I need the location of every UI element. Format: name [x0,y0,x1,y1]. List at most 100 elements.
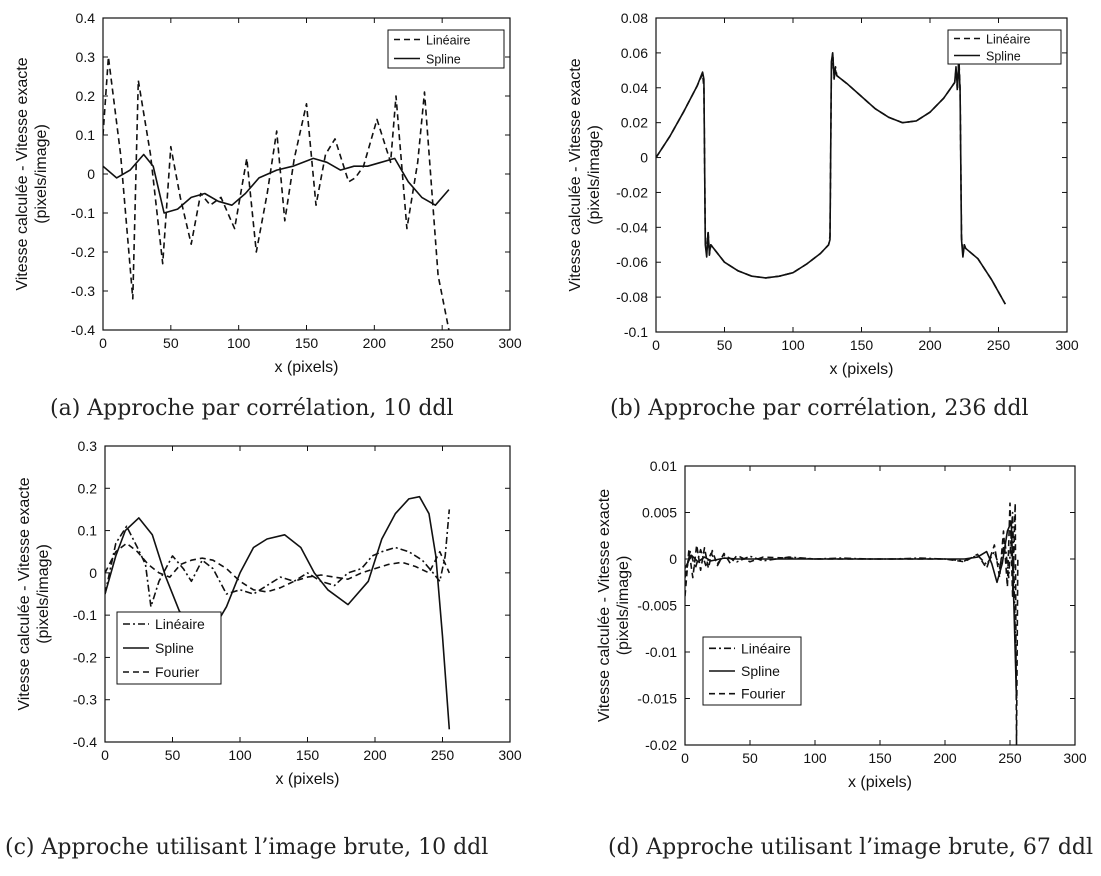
x-tick-label: 50 [165,747,181,763]
y-tick-label: -0.4 [73,734,97,750]
y-tick-label: -0.3 [73,692,97,708]
legend-box [947,29,1062,65]
y-axis-label-line1: Vitesse calculée - Vitesse exacte [596,489,613,722]
x-tick-label: 200 [933,750,957,766]
y-axis-label-line1: Vitesse calculée - Vitesse exacte [16,477,33,710]
y-axis-label-line2: (pixels/image) [586,125,603,225]
y-tick-label: -0.3 [71,283,95,299]
plot-frame [655,17,1068,333]
x-tick-label: 100 [228,747,252,763]
y-tick-label: 0.01 [650,458,677,474]
chart-panel-2: 0 50 100 150 200 250 300 -0.4 -0.3 -0.2 -0.1 0 0.1 0.… [16,438,522,788]
legend-entry: Linéaire [155,616,205,632]
legend-entry: Linéaire [986,33,1031,47]
x-tick-label: 250 [431,747,455,763]
panel-caption: (d) Approche utilisant l’image brute, 67… [608,835,1094,860]
x-tick-label: 300 [498,747,522,763]
y-tick-label: -0.02 [616,184,648,200]
x-tick-label: 300 [1063,750,1087,766]
x-tick-label: 150 [296,747,320,763]
panel-caption: (a) Approche par corrélation, 10 ddl [50,396,454,421]
x-tick-label: 150 [295,335,319,351]
y-tick-label: -0.1 [73,607,97,623]
series-line-fourier [685,502,1019,745]
x-tick-label: 50 [742,750,758,766]
y-tick-label: 0 [640,150,648,166]
y-tick-label: -0.015 [637,691,677,707]
y-axis-label-line2: (pixels/image) [615,556,632,656]
x-tick-label: 200 [363,747,387,763]
x-tick-label: 250 [998,750,1022,766]
y-tick-label: 0.4 [76,10,96,26]
chart-panel-1: 0 50 100 150 200 250 300 -0.1 -0.08 -0.06 -0.04 -0.… [567,10,1079,378]
x-axis-label: x (pixels) [275,771,339,788]
x-tick-label: 100 [781,337,805,353]
legend-entry: Spline [426,53,461,67]
plot-frame [104,445,511,743]
x-tick-label: 150 [868,750,892,766]
x-tick-label: 250 [987,337,1011,353]
legend-entry: Linéaire [426,34,471,48]
chart-panel-0: 0 50 100 150 200 250 300 -0.4 -0.3 -0.2 -0.1 0 0.1 0.… [14,10,522,376]
x-tick-label: 300 [1055,337,1079,353]
legend-entry: Linéaire [741,640,791,656]
legend-entry: Spline [741,663,780,679]
y-tick-label: 0.1 [76,127,96,143]
x-tick-label: 100 [803,750,827,766]
y-tick-label: -0.06 [616,254,648,270]
x-tick-label: 50 [163,335,179,351]
x-tick-label: 50 [717,337,733,353]
y-tick-label: 0 [669,551,677,567]
y-axis-label-line1: Vitesse calculée - Vitesse exacte [567,58,584,291]
legend-entry: Spline [155,640,194,656]
x-tick-label: 0 [99,335,107,351]
y-tick-label: -0.1 [624,324,648,340]
series-line-linéaire [103,56,450,330]
y-tick-label: -0.01 [645,644,677,660]
chart-panel-3: 0 50 100 150 200 250 300 -0.02 -0.015 -0.01 -0.005… [596,458,1087,791]
panel-caption: (b) Approche par corrélation, 236 ddl [610,396,1029,421]
y-tick-label: -0.2 [73,649,97,665]
legend-entry: Fourier [155,664,200,680]
y-axis-label-line2: (pixels/image) [33,124,50,224]
y-tick-label: 0.005 [642,505,677,521]
y-tick-label: -0.04 [616,219,648,235]
x-tick-label: 150 [850,337,874,353]
y-axis-label-line1: Vitesse calculée - Vitesse exacte [14,57,31,290]
x-axis-label: x (pixels) [829,361,893,378]
x-axis-label: x (pixels) [848,774,912,791]
x-axis-label: x (pixels) [274,359,338,376]
x-tick-label: 250 [430,335,454,351]
legend-entry: Fourier [741,686,786,702]
y-tick-label: 0 [87,166,95,182]
y-axis-label-line2: (pixels/image) [35,544,52,644]
x-tick-label: 0 [652,337,660,353]
series-line-spline [656,52,1006,305]
legend-entry: Spline [986,50,1021,64]
y-tick-label: 0.2 [78,480,98,496]
y-tick-label: 0.02 [621,115,648,131]
y-tick-label: 0.1 [78,523,98,539]
panel-caption: (c) Approche utilisant l’image brute, 10… [5,835,489,860]
y-tick-label: 0.3 [76,49,96,65]
y-tick-label: 0.3 [78,438,98,454]
series-line-spline [105,495,451,730]
series-line-spline [103,153,450,214]
y-tick-label: -0.02 [645,737,677,753]
y-tick-label: 0.04 [621,80,648,96]
x-tick-label: 100 [227,335,251,351]
y-tick-label: -0.08 [616,289,648,305]
x-tick-label: 200 [918,337,942,353]
x-tick-label: 300 [498,335,522,351]
legend-box [387,29,505,69]
y-tick-label: -0.2 [71,244,95,260]
y-tick-label: 0 [89,565,97,581]
y-tick-label: 0.2 [76,88,96,104]
y-tick-label: -0.1 [71,205,95,221]
series-line-linéaire [105,509,451,608]
x-tick-label: 0 [681,750,689,766]
x-tick-label: 0 [101,747,109,763]
y-tick-label: 0.06 [621,45,648,61]
x-tick-label: 200 [363,335,387,351]
